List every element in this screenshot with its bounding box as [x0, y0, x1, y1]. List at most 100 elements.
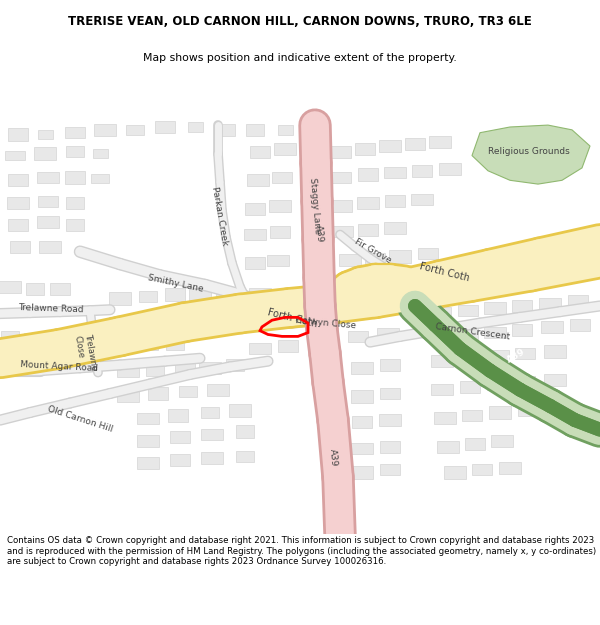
Bar	[187, 122, 203, 132]
Bar	[489, 406, 511, 419]
Text: A39: A39	[506, 348, 527, 365]
Bar	[246, 124, 264, 136]
Bar	[247, 174, 269, 186]
Bar	[278, 340, 298, 352]
Bar	[339, 281, 361, 292]
Text: A39: A39	[328, 448, 338, 467]
Bar	[24, 355, 46, 367]
Bar	[431, 384, 453, 396]
Bar	[539, 298, 561, 310]
Bar	[34, 148, 56, 160]
Text: Religious Grounds: Religious Grounds	[488, 148, 570, 156]
Text: Contains OS data © Crown copyright and database right 2021. This information is : Contains OS data © Crown copyright and d…	[7, 536, 596, 566]
Bar	[412, 164, 432, 177]
Bar	[65, 127, 85, 138]
Bar	[541, 321, 563, 332]
Bar	[249, 343, 271, 354]
Bar	[226, 359, 244, 371]
Bar	[418, 248, 438, 259]
Bar	[518, 405, 538, 416]
Bar	[484, 327, 506, 338]
Bar	[460, 354, 480, 365]
Bar	[329, 172, 351, 183]
Bar	[380, 464, 400, 476]
Bar	[37, 130, 53, 139]
Bar	[215, 124, 235, 136]
Bar	[139, 315, 157, 328]
Bar	[10, 241, 30, 253]
Bar	[137, 436, 159, 447]
Bar	[272, 172, 292, 183]
Bar	[380, 359, 400, 371]
Text: Smithy Lane: Smithy Lane	[147, 273, 205, 294]
Bar	[126, 124, 144, 135]
Bar	[429, 331, 451, 342]
Bar	[277, 314, 299, 326]
Bar	[66, 146, 84, 158]
Bar	[189, 289, 211, 300]
Bar	[351, 443, 373, 454]
Bar	[137, 412, 159, 424]
Bar	[515, 348, 535, 359]
Text: Parkan Creek: Parkan Creek	[209, 186, 229, 247]
Bar	[139, 291, 157, 302]
Bar	[431, 355, 453, 367]
Bar	[189, 315, 211, 328]
Bar	[155, 121, 175, 133]
Bar	[201, 452, 223, 464]
Bar	[465, 438, 485, 450]
Bar	[365, 253, 385, 264]
Text: Halwyn Close: Halwyn Close	[295, 316, 356, 330]
Text: Fir Grove: Fir Grove	[353, 238, 392, 266]
Bar	[175, 362, 195, 374]
Bar	[244, 229, 266, 240]
Bar	[405, 138, 425, 150]
Bar	[168, 409, 188, 422]
Bar	[1, 331, 19, 342]
Bar	[348, 331, 368, 342]
Bar	[434, 412, 456, 424]
Bar	[277, 125, 293, 134]
Bar	[137, 457, 159, 469]
Bar	[429, 136, 451, 148]
Bar	[544, 374, 566, 386]
Bar	[165, 288, 185, 301]
Bar	[472, 464, 492, 476]
Bar	[94, 124, 116, 136]
Bar	[5, 151, 25, 160]
Bar	[245, 203, 265, 214]
Text: TRERISE VEAN, OLD CARNON HILL, CARNON DOWNS, TRURO, TR3 6LE: TRERISE VEAN, OLD CARNON HILL, CARNON DO…	[68, 15, 532, 28]
Bar	[117, 391, 139, 402]
Bar	[458, 328, 478, 341]
Bar	[331, 226, 353, 238]
Bar	[229, 404, 251, 417]
Bar	[117, 364, 139, 377]
Bar	[236, 426, 254, 438]
Bar	[279, 289, 297, 300]
Text: Trelawne Road: Trelawne Road	[18, 303, 83, 314]
Bar	[352, 416, 372, 428]
Bar	[166, 338, 184, 350]
Bar	[146, 365, 164, 376]
Text: Trelawne
Close: Trelawne Close	[73, 332, 98, 373]
Bar	[329, 146, 351, 158]
Bar	[201, 407, 219, 418]
Bar	[207, 384, 229, 396]
Bar	[377, 328, 399, 341]
Bar	[245, 257, 265, 269]
Bar	[351, 466, 373, 479]
Bar	[24, 333, 46, 346]
Text: A39: A39	[314, 224, 324, 243]
Bar	[50, 282, 70, 295]
Bar	[66, 219, 84, 231]
Bar	[380, 388, 400, 399]
Bar	[1, 352, 19, 364]
Bar	[358, 168, 378, 181]
Bar	[199, 362, 221, 374]
Bar	[148, 388, 168, 400]
Text: Staggy Lane: Staggy Lane	[308, 177, 322, 234]
Bar	[250, 318, 270, 329]
Bar	[570, 319, 590, 331]
Bar	[389, 250, 411, 262]
Bar	[201, 429, 223, 440]
